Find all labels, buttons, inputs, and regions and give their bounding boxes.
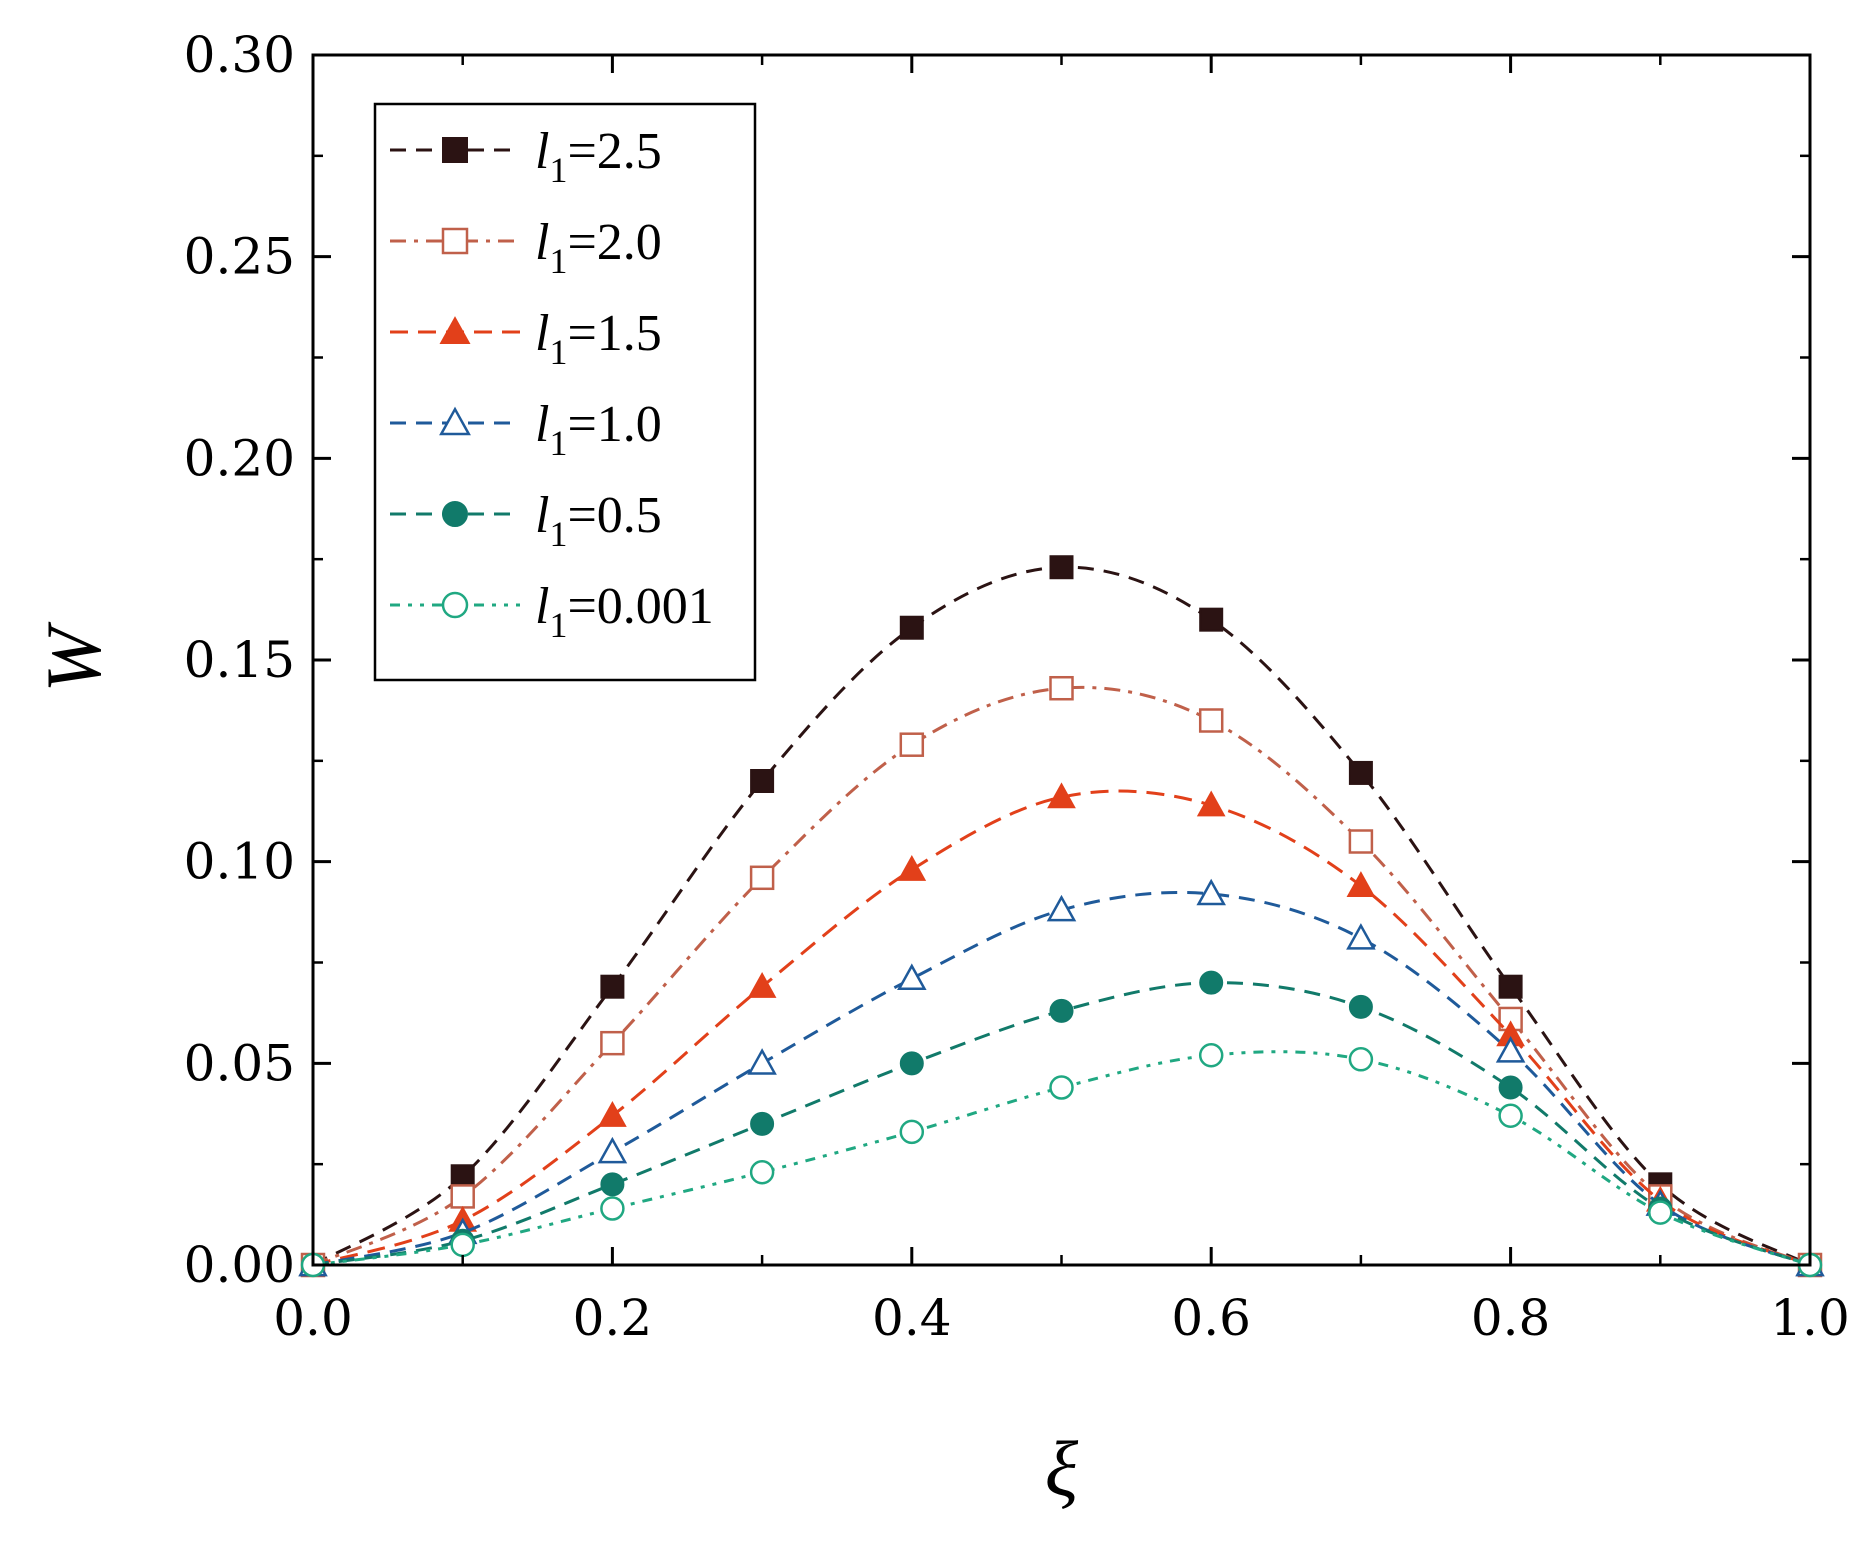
y-axis-label: W <box>30 621 117 692</box>
y-tick-label: 0.05 <box>184 1034 295 1092</box>
data-point <box>897 855 927 881</box>
series-line <box>312 1050 1811 1267</box>
legend-marker <box>439 316 471 345</box>
data-point <box>1199 607 1224 632</box>
data-point <box>1049 1075 1074 1100</box>
data-point <box>1046 894 1077 922</box>
data-point <box>600 974 625 999</box>
data-point <box>1498 1103 1523 1129</box>
legend-item: l1=2.5 <box>390 123 662 190</box>
data-point <box>747 971 777 998</box>
x-axis-label: ξ <box>1045 1425 1079 1512</box>
data-point <box>600 1172 625 1197</box>
data-point <box>597 1136 628 1164</box>
legend-label: l1=2.5 <box>535 123 662 190</box>
data-point <box>1346 871 1376 897</box>
data-point <box>1198 1043 1224 1068</box>
legend-item: l1=1.5 <box>390 305 662 372</box>
legend-label: l1=1.0 <box>535 396 662 463</box>
y-tick-label: 0.10 <box>184 833 295 891</box>
legend-item: l1=2.0 <box>390 214 662 281</box>
legend-label: l1=0.001 <box>535 578 714 645</box>
series-line <box>312 789 1811 1267</box>
y-tick-label: 0.20 <box>184 429 295 487</box>
data-point <box>1199 970 1224 995</box>
data-point <box>750 769 775 793</box>
data-point <box>899 1051 924 1076</box>
data-point <box>1498 974 1523 999</box>
legend-marker <box>439 406 471 436</box>
x-tick-label: 1.0 <box>1770 1289 1850 1347</box>
data-point <box>1498 1075 1523 1100</box>
data-point <box>1346 923 1376 950</box>
axes-layer: 0.0 0.2 0.4 0.6 0.8 1.0 0.00 0.05 0.10 0.15 0.20 0.… <box>184 26 1850 1347</box>
data-point <box>450 1184 475 1209</box>
data-point <box>1648 1200 1673 1225</box>
data-point <box>598 1101 627 1127</box>
data-point <box>749 865 775 891</box>
x-tick-label: 0.8 <box>1471 1289 1551 1347</box>
x-tick-label: 0.6 <box>1171 1289 1251 1347</box>
data-point <box>1198 708 1224 733</box>
data-point <box>749 1159 775 1185</box>
data-point <box>899 732 925 757</box>
data-point <box>600 1196 625 1221</box>
data-point <box>1047 782 1076 809</box>
data-point <box>1196 878 1226 906</box>
data-point <box>1049 555 1074 580</box>
y-tick-label: 0.00 <box>184 1236 295 1294</box>
legend-item: l1=0.001 <box>390 578 714 645</box>
data-point <box>897 963 927 991</box>
legend-box <box>373 102 757 682</box>
x-tick-label: 0.4 <box>872 1289 952 1347</box>
series-line <box>312 685 1811 1267</box>
series-6 <box>300 1043 1823 1278</box>
legend-label: l1=1.5 <box>535 305 662 372</box>
series-2 <box>300 675 1823 1278</box>
data-point <box>750 1111 775 1136</box>
data-point <box>450 1164 475 1189</box>
data-point <box>1348 994 1373 1019</box>
data-point <box>1049 998 1074 1023</box>
data-point <box>600 1030 625 1056</box>
legend-marker <box>441 591 469 619</box>
legend-marker <box>442 137 468 163</box>
legend-item: l1=1.0 <box>390 396 662 463</box>
legend-marker <box>442 501 468 527</box>
x-tick-label: 0.2 <box>573 1289 653 1347</box>
data-point <box>899 1119 925 1145</box>
data-point <box>1348 760 1373 785</box>
data-point <box>1348 829 1374 854</box>
data-point <box>1495 1036 1526 1063</box>
data-point <box>747 1048 777 1075</box>
data-point <box>899 615 924 640</box>
data-point <box>1049 675 1074 701</box>
x-tick-label: 0.0 <box>273 1289 353 1347</box>
legend-label: l1=0.5 <box>535 487 662 554</box>
legend-marker <box>441 227 469 255</box>
legend-item: l1=0.5 <box>390 487 662 554</box>
data-point <box>1348 1047 1374 1072</box>
legend-label: l1=2.0 <box>535 214 662 281</box>
y-tick-label: 0.15 <box>184 631 295 689</box>
data-point <box>1196 790 1226 817</box>
data-point <box>450 1232 475 1258</box>
y-tick-label: 0.25 <box>184 228 295 286</box>
series-3 <box>298 782 1825 1277</box>
y-tick-label: 0.30 <box>184 26 295 84</box>
legend: l1=2.5 l1=2.0 l1=1.5 l1=1.0 l1=0.5 l1=0.001 <box>373 102 757 682</box>
